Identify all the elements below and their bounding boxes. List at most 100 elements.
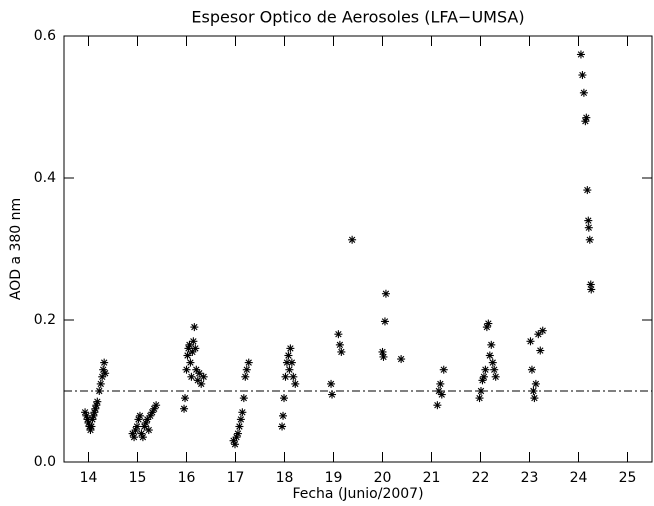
y-tick-label: 0.0 [34,454,56,470]
asterisk-stroke [283,359,291,366]
asterisk-point [584,223,593,232]
asterisk-stroke [282,373,289,380]
asterisk-point [235,422,244,431]
asterisk-point [526,337,535,346]
asterisk-stroke [198,380,205,388]
asterisk-point [183,351,192,360]
asterisk-stroke [231,441,239,448]
x-tick-label: 17 [227,470,245,486]
asterisk-stroke [434,402,441,409]
asterisk-point [584,216,593,225]
asterisk-stroke [381,318,389,325]
asterisk-point [241,372,250,381]
x-tick-label: 25 [619,470,637,486]
asterisk-stroke [185,345,192,352]
asterisk-stroke [380,353,387,361]
asterisk-point [82,411,91,420]
asterisk-stroke [81,409,89,416]
asterisk-stroke [586,236,593,243]
asterisk-point [281,372,290,381]
asterisk-stroke [585,217,592,224]
asterisk-stroke [535,331,542,338]
asterisk-stroke [583,114,590,121]
asterisk-stroke [292,380,299,388]
asterisk-stroke [245,359,252,366]
asterisk-point [100,358,109,367]
asterisk-stroke [440,366,447,373]
asterisk-stroke [382,290,390,297]
x-tick-label: 19 [325,470,343,486]
asterisk-stroke [527,338,534,345]
asterisk-stroke [328,391,336,398]
asterisk-point [289,372,298,381]
asterisk-point [182,365,191,374]
asterisk-point [381,289,390,298]
asterisk-point [490,365,499,374]
asterisk-point [337,347,346,356]
asterisk-point [284,351,293,360]
x-axis-label: Fecha (Junio/2007) [292,486,423,502]
asterisk-stroke [181,394,189,402]
asterisk-point [131,426,140,435]
asterisk-stroke [89,416,96,423]
asterisk-point [479,372,488,381]
asterisk-point [491,372,500,381]
asterisk-stroke [435,387,443,395]
asterisk-stroke [101,370,109,377]
asterisk-point [96,379,105,388]
asterisk-point [152,401,161,410]
asterisk-point [437,390,446,399]
asterisk-stroke [196,370,203,377]
asterisk-stroke [243,366,250,373]
asterisk-point [191,344,200,353]
asterisk-stroke [335,331,342,338]
asterisk-point [579,88,588,97]
asterisk-stroke [194,377,201,384]
asterisk-point [87,422,96,431]
asterisk-stroke [588,286,595,293]
asterisk-stroke [188,373,195,380]
asterisk-stroke [327,380,335,388]
asterisk-point [436,379,445,388]
asterisk-stroke [200,373,207,380]
asterisk-stroke [288,359,296,366]
asterisk-point [280,394,289,403]
asterisk-stroke [96,387,103,395]
asterisk-stroke [242,373,249,380]
asterisk-point [487,340,496,349]
asterisk-stroke [584,186,591,194]
asterisk-stroke [579,71,586,79]
asterisk-point [286,344,295,353]
asterisk-stroke [477,387,485,395]
asterisk-stroke [240,394,248,402]
asterisk-stroke [278,423,286,430]
asterisk-point [89,411,98,420]
asterisk-stroke [488,341,495,349]
asterisk-point [190,323,199,332]
asterisk-stroke [437,380,444,388]
asterisk-stroke [397,355,405,363]
asterisk-point [197,379,206,388]
asterisk-stroke [97,380,104,388]
asterisk-point [186,358,195,367]
asterisk-point [239,394,248,403]
plot-frame [63,35,653,463]
asterisk-point [348,235,357,244]
asterisk-point [279,411,288,420]
asterisk-stroke [133,423,141,430]
x-tick-label: 21 [423,470,441,486]
asterisk-point [180,404,189,413]
asterisk-stroke [152,402,160,409]
asterisk-point [242,365,251,374]
asterisk-point [233,429,242,438]
asterisk-stroke [92,405,99,412]
asterisk-stroke [485,320,492,327]
asterisk-stroke [130,433,138,441]
asterisk-point [291,379,300,388]
asterisk-stroke [88,423,95,430]
asterisk-point [582,113,591,122]
asterisk-point [181,394,190,403]
asterisk-stroke [234,430,242,437]
y-tick-label: 0.2 [34,312,56,328]
asterisk-stroke [539,327,546,334]
